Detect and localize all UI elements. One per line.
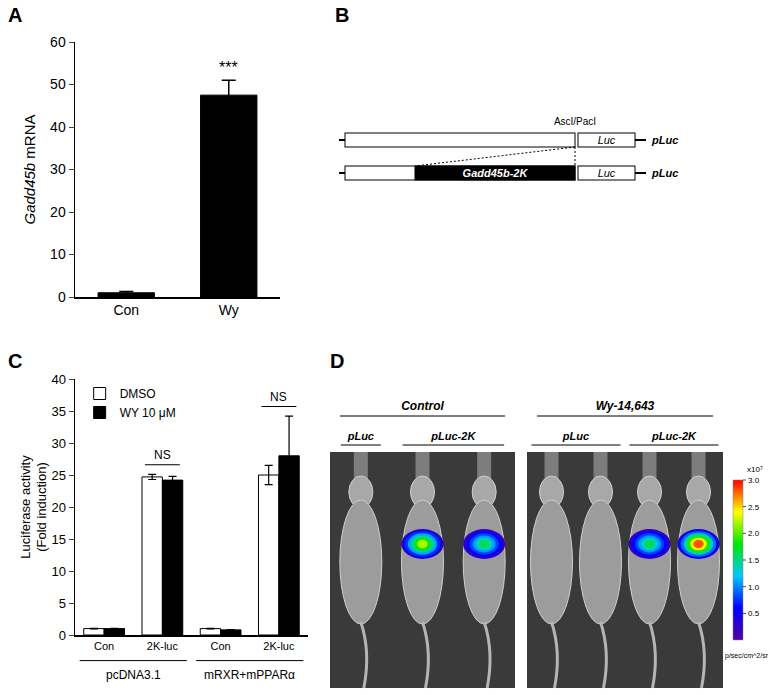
svg-text:Gadd45b-2K: Gadd45b-2K: [463, 167, 529, 179]
svg-text:Con: Con: [211, 640, 231, 652]
svg-text:C: C: [8, 350, 22, 372]
svg-text:mRXR+mPPARα: mRXR+mPPARα: [204, 668, 295, 682]
svg-text:10: 10: [50, 246, 66, 262]
svg-text:Con: Con: [113, 302, 139, 318]
svg-text:5: 5: [59, 596, 66, 611]
svg-text:pLuc-2K: pLuc-2K: [651, 430, 697, 442]
svg-text:2.0: 2.0: [748, 529, 760, 538]
svg-text:Wy-14,643: Wy-14,643: [596, 399, 655, 413]
svg-text:DMSO: DMSO: [120, 387, 156, 401]
svg-text:AscI/PacI: AscI/PacI: [554, 116, 596, 127]
svg-text:Luc: Luc: [598, 134, 616, 146]
svg-text:1.5: 1.5: [748, 556, 760, 565]
svg-text:0.5: 0.5: [748, 609, 760, 618]
svg-text:Wy: Wy: [219, 302, 239, 318]
svg-text:x10⁷: x10⁷: [747, 465, 763, 474]
svg-text:15: 15: [51, 532, 65, 547]
svg-text:20: 20: [51, 500, 65, 515]
svg-text:pLuc: pLuc: [651, 134, 678, 146]
svg-text:A: A: [8, 4, 22, 26]
svg-text:30: 30: [50, 161, 66, 177]
svg-text:25: 25: [51, 468, 65, 483]
svg-text:10: 10: [51, 564, 65, 579]
svg-text:20: 20: [50, 204, 66, 220]
svg-text:D: D: [330, 350, 344, 372]
svg-text:Con: Con: [94, 640, 114, 652]
svg-text:3.0: 3.0: [748, 476, 760, 485]
svg-text:50: 50: [50, 76, 66, 92]
svg-text:0: 0: [58, 289, 66, 305]
svg-text:35: 35: [51, 404, 65, 419]
svg-text:Luc: Luc: [598, 167, 616, 179]
svg-text:pcDNA3.1: pcDNA3.1: [106, 668, 161, 682]
svg-text:1.0: 1.0: [748, 583, 760, 592]
svg-text:pLuc: pLuc: [347, 430, 374, 442]
svg-text:NS: NS: [154, 448, 171, 462]
svg-text:2.5: 2.5: [748, 503, 760, 512]
svg-text:40: 40: [50, 119, 66, 135]
svg-text:WY 10 μM: WY 10 μM: [120, 406, 176, 420]
svg-text:0: 0: [59, 628, 66, 643]
svg-text:pLuc: pLuc: [562, 430, 589, 442]
svg-text:2K-luc: 2K-luc: [147, 640, 179, 652]
svg-text:pLuc: pLuc: [651, 167, 678, 179]
svg-text:2K-luc: 2K-luc: [263, 640, 295, 652]
svg-text:40: 40: [51, 372, 65, 387]
svg-text:NS: NS: [270, 390, 287, 404]
svg-text:pLuc-2K: pLuc-2K: [430, 430, 476, 442]
svg-text:p/sec/cm^2/sr: p/sec/cm^2/sr: [725, 652, 769, 660]
svg-text:B: B: [335, 4, 349, 26]
svg-text:30: 30: [51, 436, 65, 451]
svg-text:Luciferase activity(Fold induc: Luciferase activity(Fold induction): [18, 455, 50, 559]
svg-text:60: 60: [50, 34, 66, 50]
svg-text:Gadd45b mRNA: Gadd45b mRNA: [21, 114, 38, 224]
svg-text:***: ***: [219, 59, 238, 76]
svg-text:Control: Control: [401, 399, 444, 413]
